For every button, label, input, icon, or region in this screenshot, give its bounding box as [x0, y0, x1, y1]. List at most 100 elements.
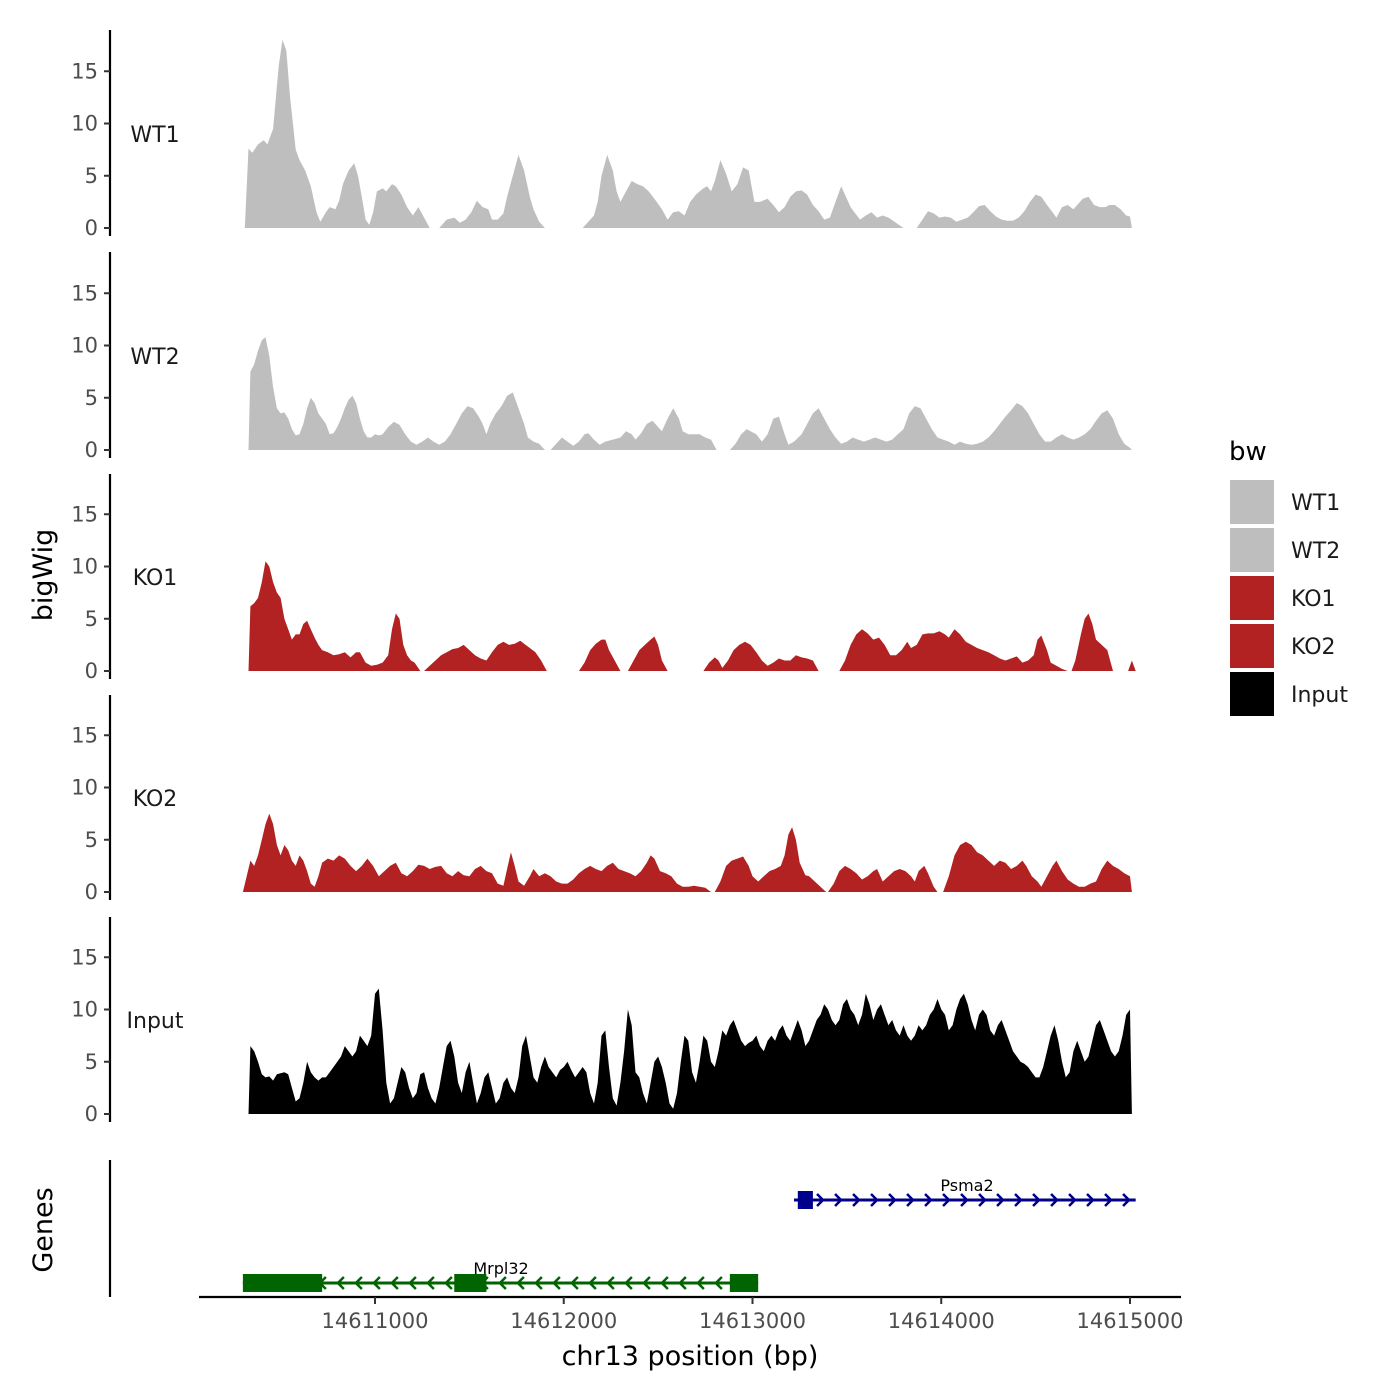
coverage-area-ko2	[242, 813, 1132, 892]
strand-chevron	[606, 1276, 615, 1290]
strand-chevron	[888, 1193, 897, 1207]
strand-chevron	[1104, 1193, 1113, 1207]
x-tick-label: 14615000	[1077, 1309, 1184, 1333]
y-tick-label: 5	[85, 828, 98, 852]
track-label-ko1: KO1	[133, 566, 178, 591]
legend-label-wt2: WT2	[1291, 539, 1340, 564]
track-label-wt2: WT2	[130, 345, 179, 370]
legend-label-input: Input	[1291, 683, 1348, 708]
y-tick-label: 10	[71, 112, 98, 136]
strand-chevron	[336, 1276, 345, 1290]
y-tick-label: 10	[71, 555, 98, 579]
y-tick-label: 0	[85, 880, 98, 904]
track-label-ko2: KO2	[133, 787, 178, 812]
x-tick-label: 14611000	[322, 1309, 429, 1333]
track-ko1: 0 5 10 15 KO1	[71, 474, 1136, 683]
track-label-wt1: WT1	[130, 123, 179, 148]
coverage-area-input	[248, 988, 1132, 1114]
y-tick-label: 15	[71, 945, 98, 969]
legend-swatch-input	[1230, 672, 1274, 716]
gene-mrpl32: Mrpl32	[242, 1259, 759, 1292]
strand-chevron	[498, 1276, 507, 1290]
strand-chevron	[816, 1193, 825, 1207]
y-tick-label: 10	[71, 334, 98, 358]
gene-label-psma2: Psma2	[940, 1176, 993, 1195]
coverage-area-wt2	[248, 337, 1132, 450]
y-tick-label: 5	[85, 1050, 98, 1074]
y-tick-label: 10	[71, 998, 98, 1022]
strand-chevron	[834, 1193, 843, 1207]
strand-chevron	[534, 1276, 543, 1290]
x-axis-title: chr13 position (bp)	[562, 1341, 819, 1372]
coverage-area-wt1	[244, 39, 1132, 229]
strand-chevron	[1032, 1193, 1041, 1207]
legend-swatch-ko1	[1230, 576, 1274, 620]
y-axis-title: bigWig	[28, 529, 59, 622]
strand-chevron	[660, 1276, 669, 1290]
strand-chevron	[978, 1193, 987, 1207]
legend: bw WT1 WT2 KO1 KO2 Input	[1229, 437, 1348, 716]
track-input: 0 5 10 15 Input	[71, 917, 1132, 1126]
y-tick-label: 10	[71, 776, 98, 800]
strand-chevron	[552, 1276, 561, 1290]
y-tick-label: 5	[85, 386, 98, 410]
legend-label-wt1: WT1	[1291, 491, 1340, 516]
x-tick-label: 14612000	[510, 1309, 617, 1333]
strand-chevron	[624, 1276, 633, 1290]
legend-label-ko2: KO2	[1291, 635, 1336, 660]
strand-chevron	[870, 1193, 879, 1207]
x-tick-label: 14614000	[888, 1309, 995, 1333]
gene-track: Psma2 Mrpl32	[108, 1160, 1136, 1297]
strand-chevron	[1122, 1193, 1131, 1207]
strand-chevron	[942, 1193, 951, 1207]
gene-label-mrpl32: Mrpl32	[473, 1259, 528, 1278]
y-tick-label: 15	[71, 281, 98, 305]
strand-chevron	[696, 1276, 705, 1290]
exon-block	[797, 1191, 813, 1209]
y-tick-label: 0	[85, 1102, 98, 1126]
legend-swatch-ko2	[1230, 624, 1274, 668]
y-tick-label: 15	[71, 502, 98, 526]
y-tick-label: 0	[85, 659, 98, 683]
x-axis: 14611000 14612000 14613000 14614000 14615000	[199, 1295, 1184, 1333]
strand-chevron	[852, 1193, 861, 1207]
strand-chevron	[588, 1276, 597, 1290]
legend-title: bw	[1229, 437, 1267, 467]
track-wt2: 0 5 10 15 WT2	[71, 252, 1132, 462]
strand-chevron	[444, 1276, 453, 1290]
strand-chevron	[354, 1276, 363, 1290]
strand-chevron	[906, 1193, 915, 1207]
strand-chevron	[390, 1276, 399, 1290]
track-label-input: Input	[127, 1009, 184, 1034]
strand-chevron	[516, 1276, 525, 1290]
strand-chevron	[570, 1276, 579, 1290]
strand-chevron	[642, 1276, 651, 1290]
y-tick-label: 5	[85, 164, 98, 188]
strand-chevron	[714, 1276, 723, 1290]
strand-chevron	[1086, 1193, 1095, 1207]
y-tick-label: 0	[85, 438, 98, 462]
strand-chevron	[1014, 1193, 1023, 1207]
track-ko2: 0 5 10 15 KO2	[71, 695, 1132, 904]
strand-chevron	[924, 1193, 933, 1207]
y-tick-label: 15	[71, 723, 98, 747]
strand-chevron	[996, 1193, 1005, 1207]
strand-chevron	[1050, 1193, 1059, 1207]
genes-axis-title: Genes	[28, 1187, 59, 1272]
strand-chevron	[372, 1276, 381, 1290]
strand-chevron	[426, 1276, 435, 1290]
exon-block	[454, 1274, 487, 1292]
coverage-area-ko1	[248, 561, 1136, 671]
legend-swatch-wt1	[1230, 480, 1274, 524]
y-tick-label: 15	[71, 59, 98, 83]
legend-label-ko1: KO1	[1291, 587, 1336, 612]
strand-chevron	[960, 1193, 969, 1207]
y-tick-label: 5	[85, 607, 98, 631]
bigwig-tracks: 0 5 10 15 WT1 0 5 10 15 WT2 0 5 10 15 KO1 0 5 10 15 KO2 0 5 10…	[71, 30, 1136, 1126]
strand-chevron	[408, 1276, 417, 1290]
strand-chevron	[678, 1276, 687, 1290]
exon-block	[729, 1274, 759, 1292]
gene-psma2: Psma2	[794, 1176, 1136, 1209]
strand-chevron	[1068, 1193, 1077, 1207]
